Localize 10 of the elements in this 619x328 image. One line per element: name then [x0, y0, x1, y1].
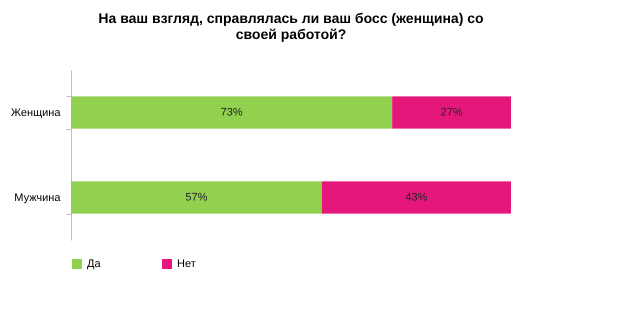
- y-tick-label: Женщина: [10, 107, 62, 119]
- y-tick-label: Мужчина: [14, 192, 62, 204]
- data-label: 43%: [405, 192, 428, 204]
- legend-label: Да: [87, 258, 102, 270]
- legend-label: Нет: [177, 258, 196, 270]
- data-label: 27%: [440, 106, 463, 118]
- text: На ваш взгляд, справлялась ли ваш босс (женщина) со: [98, 10, 484, 26]
- data-label: 73%: [220, 106, 243, 118]
- data-label: 57%: [185, 192, 208, 204]
- text: своей работой?: [236, 26, 346, 42]
